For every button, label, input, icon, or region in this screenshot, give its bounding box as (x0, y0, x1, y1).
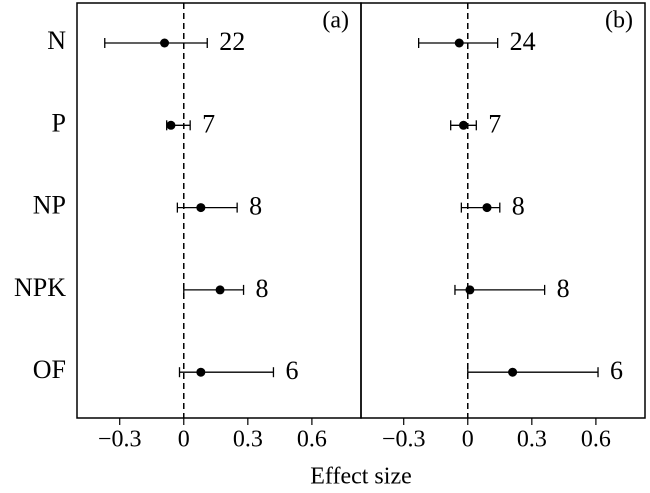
point (482, 203, 492, 213)
x-tick-label: 0.3 (233, 427, 263, 453)
category-label: NP (33, 191, 66, 220)
panel-label: (b) (605, 8, 633, 34)
category-label: P (52, 108, 66, 137)
point (458, 120, 468, 130)
x-tick-label: −0.3 (382, 427, 426, 453)
category-label: N (47, 26, 66, 55)
panel-frame (76, 2, 362, 419)
sample-size: 8 (249, 192, 262, 221)
sample-size: 8 (256, 274, 269, 303)
sample-size: 6 (610, 356, 623, 385)
sample-size: 7 (488, 109, 501, 138)
sample-size: 8 (512, 192, 525, 221)
panel-frame (360, 2, 646, 419)
x-tick-label: 0 (462, 427, 474, 453)
point (160, 38, 170, 48)
point (465, 285, 475, 295)
sample-size: 22 (219, 27, 245, 56)
x-tick-label: 0.3 (517, 427, 547, 453)
x-tick-label: 0 (178, 427, 190, 453)
point (215, 285, 225, 295)
point (166, 120, 176, 130)
point (196, 203, 206, 213)
category-label: OF (33, 355, 66, 384)
sample-size: 6 (285, 356, 298, 385)
panel-label: (a) (322, 8, 349, 34)
x-tick-label: 0.6 (581, 427, 611, 453)
point (508, 367, 518, 377)
sample-size: 8 (557, 274, 570, 303)
x-tick-label: 0.6 (297, 427, 327, 453)
sample-size: 7 (202, 109, 215, 138)
point (196, 367, 206, 377)
x-axis-label: Effect size (310, 464, 412, 490)
point (454, 38, 464, 48)
x-tick-label: −0.3 (98, 427, 142, 453)
sample-size: 24 (510, 27, 536, 56)
category-label: NPK (14, 273, 66, 302)
